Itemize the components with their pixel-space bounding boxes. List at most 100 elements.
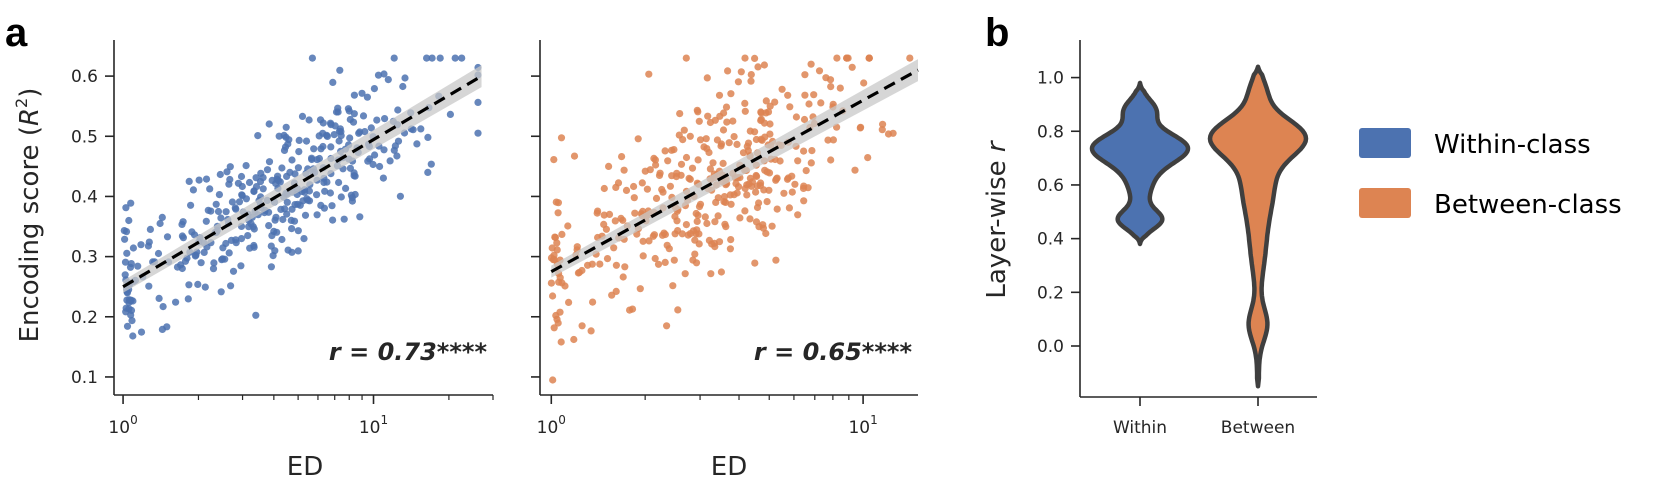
scatter-point — [660, 229, 668, 237]
scatter-point — [137, 241, 145, 249]
scatter-point — [557, 134, 566, 142]
scatter-point — [649, 232, 657, 240]
scatter-point — [187, 201, 195, 209]
scatter-point — [217, 288, 225, 296]
x-ticks-violin: Within Between — [1113, 397, 1295, 438]
scatter-point — [878, 126, 886, 134]
scatter-point — [680, 126, 688, 134]
x-minor-ticks-between — [644, 395, 850, 400]
scatter-point — [249, 223, 257, 231]
scatter-point — [380, 146, 388, 154]
scatter-point — [121, 258, 130, 266]
scatter-point — [474, 129, 482, 137]
scatter-point — [748, 178, 757, 186]
scatter-point — [753, 203, 762, 212]
scatter-point — [676, 110, 684, 118]
scatter-point — [802, 167, 810, 175]
scatter-point — [743, 191, 751, 199]
scatter-point — [794, 211, 802, 219]
scatter-point — [344, 105, 352, 113]
scatter-point — [784, 174, 792, 182]
scatter-point — [707, 270, 715, 278]
scatter-point — [202, 175, 211, 183]
scatter-point — [320, 178, 328, 187]
scatter-point — [709, 159, 717, 167]
violin-within — [1089, 80, 1191, 247]
scatter-point — [701, 213, 709, 221]
scatter-point — [295, 148, 303, 156]
scatter-point — [799, 184, 808, 192]
scatter-point — [661, 258, 669, 266]
y-tick-label: 0.6 — [1037, 176, 1064, 196]
scatter-point — [725, 139, 733, 147]
y-axis-label-encoding: Encoding score (R2) — [12, 88, 45, 343]
scatter-point — [833, 54, 841, 62]
scatter-point — [668, 172, 676, 180]
scatter-point — [620, 166, 628, 174]
scatter-point — [712, 198, 720, 206]
scatter-point — [570, 152, 579, 160]
scatter-point — [829, 136, 838, 144]
scatter-point — [335, 137, 343, 145]
scatter-point — [622, 186, 631, 194]
scatter-point — [630, 182, 638, 191]
scatter-point — [201, 283, 209, 291]
scatter-point — [194, 280, 202, 288]
scatter-point — [702, 135, 710, 143]
scatter-point — [547, 279, 556, 287]
x-tick-label: Within — [1113, 418, 1167, 438]
scatter-point — [851, 166, 859, 174]
scatter-point — [553, 239, 561, 247]
scatter-point — [274, 172, 282, 180]
scatter-point — [727, 90, 735, 98]
scatter-point — [751, 54, 759, 63]
legend: Within-class Between-class — [1359, 128, 1622, 220]
scatter-point — [762, 229, 770, 238]
scatter-point — [747, 77, 755, 85]
scatter-point — [561, 282, 569, 290]
scatter-point — [413, 140, 421, 148]
y-tick-label: 0.2 — [71, 308, 98, 328]
scatter-point — [786, 103, 794, 111]
scatter-point — [288, 248, 296, 256]
scatter-point — [227, 282, 235, 290]
scatter-point — [553, 315, 561, 323]
scatter-point — [381, 115, 389, 123]
scatter-point — [346, 134, 354, 142]
scatter-point — [259, 185, 267, 193]
scatter-point — [188, 228, 196, 236]
scatter-point — [639, 252, 647, 260]
scatter-point — [780, 189, 788, 197]
scatter-point — [295, 136, 303, 144]
scatter-point — [346, 115, 354, 124]
scatter-point — [123, 249, 131, 257]
scatter-point — [265, 158, 274, 166]
scatter-point — [704, 112, 712, 120]
scatter-point — [822, 74, 830, 82]
y-tick-label: 0.2 — [1037, 283, 1064, 303]
scatter-point — [677, 171, 685, 179]
scatter-point — [301, 211, 310, 219]
scatter-point — [694, 156, 702, 164]
scatter-point — [229, 267, 238, 275]
scatter-point — [210, 259, 218, 267]
scatter-point — [645, 237, 653, 245]
scatter-point — [686, 175, 694, 183]
scatter-point — [216, 170, 224, 179]
scatter-point — [703, 219, 711, 228]
y-label-layerwise-text: Layer-wise — [982, 152, 1012, 299]
scatter-point — [758, 136, 766, 144]
scatter-point — [665, 245, 673, 253]
scatter-point — [281, 205, 289, 213]
scatter-point — [288, 156, 296, 164]
scatter-point — [602, 225, 611, 233]
scatter-point — [326, 189, 334, 197]
scatter-point — [178, 220, 186, 228]
scatter-point — [762, 97, 770, 105]
scatter-point — [733, 140, 741, 148]
scatter-point — [558, 230, 566, 238]
scatter-point — [706, 165, 715, 173]
scatter-point — [232, 239, 240, 247]
scatter-point — [807, 60, 815, 68]
